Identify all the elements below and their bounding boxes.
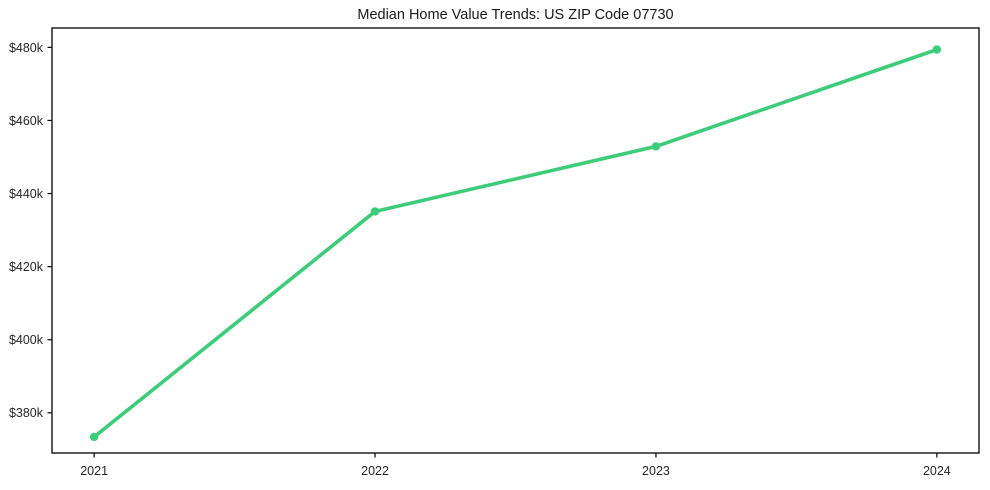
data-point-marker-2024 [932,45,942,54]
x-tick-label: 2022 [361,464,389,478]
y-tick-label: $400k [9,333,44,347]
x-tick-label: 2024 [923,464,951,478]
y-tick-label: $380k [9,406,44,420]
x-tick-label: 2021 [80,464,108,478]
y-tick-label: $440k [9,187,44,201]
y-tick-label: $480k [9,41,44,55]
data-point-marker-2022 [370,207,380,216]
chart-title: Median Home Value Trends: US ZIP Code 07… [357,7,673,23]
y-tick-label: $420k [9,260,44,274]
data-point-marker-2023 [651,142,661,151]
trend-line [92,47,939,439]
y-tick-label: $460k [9,114,44,128]
x-tick-label: 2023 [642,464,670,478]
data-point-marker-2021 [89,432,99,442]
plot-border [51,27,980,454]
